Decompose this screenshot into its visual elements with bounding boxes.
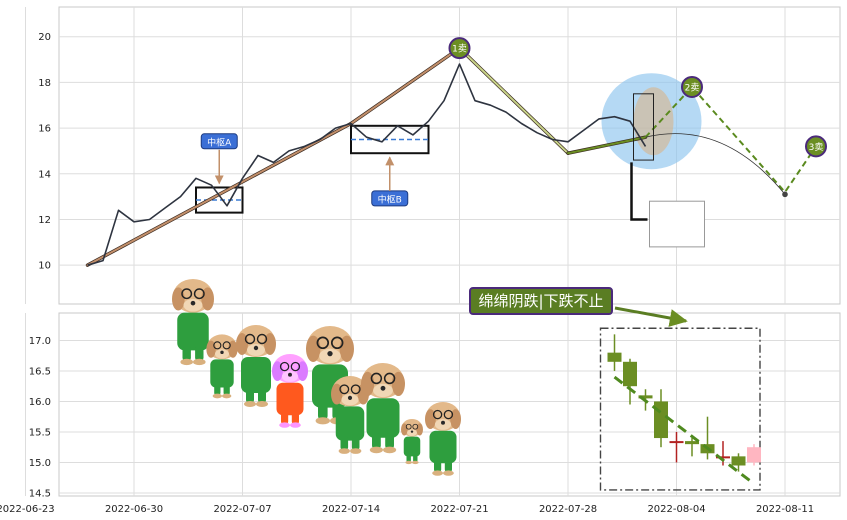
candle-body	[654, 401, 668, 439]
x-tick-label: 2022-07-21	[430, 504, 488, 515]
projection-curve	[645, 133, 786, 195]
lower-y-tick-label: 16.5	[29, 366, 51, 377]
price-line	[87, 63, 647, 266]
pivot-label-text: 中枢A	[207, 136, 232, 148]
x-tick-label: 2022-08-04	[647, 504, 705, 515]
x-tick-label: 2022-07-14	[322, 504, 380, 515]
x-tick-label: 2022-06-30	[105, 504, 163, 515]
x-tick-label: 2022-07-28	[539, 504, 597, 515]
stroke-segment	[350, 47, 461, 125]
candle-frame	[599, 327, 761, 491]
stroke-segment	[458, 47, 569, 155]
candle-trend-line	[613, 375, 755, 485]
lower-y-tick-label: 15.0	[29, 458, 51, 469]
pivot-label-text: 中枢B	[378, 193, 402, 205]
upper-y-tick-labels: 10 12 14 16 18 20	[38, 32, 51, 271]
signal-marker	[448, 37, 471, 60]
signal-label: 3卖	[809, 142, 824, 153]
annotation-callout: 绵绵阴跌|下跌不止	[469, 287, 688, 327]
candle-body	[685, 441, 699, 445]
lower-y-tick-labels: 14.5 15.0 15.5 16.0 16.5 17.0	[29, 336, 51, 500]
signal-marker	[681, 75, 703, 98]
candle-body	[731, 456, 746, 466]
signal-marker	[805, 135, 827, 158]
lower-y-tick-label: 17.0	[29, 336, 51, 347]
upper-grid	[25, 7, 840, 304]
lower-y-tick-label: 14.5	[29, 488, 51, 499]
lower-grid	[25, 313, 840, 496]
forecast-path	[644, 85, 817, 194]
annotation-arrow	[614, 306, 688, 327]
lower-y-tick-label: 16.0	[29, 397, 51, 408]
signal-label: 1卖	[452, 44, 467, 55]
upper-y-tick-label: 16	[38, 124, 51, 135]
upper-y-tick-label: 20	[38, 32, 51, 43]
zoom-connector	[630, 162, 648, 221]
candle-body	[716, 456, 730, 459]
upper-plot-area: 中枢A 中枢B 1卖 2卖 3卖	[85, 37, 827, 267]
candle-body	[747, 447, 761, 463]
annotation-text: 绵绵阴跌|下跌不止	[478, 292, 603, 310]
upper-y-tick-label: 14	[38, 169, 51, 180]
signal-label: 2卖	[685, 82, 700, 93]
candle-body	[607, 352, 622, 362]
candle-body	[623, 361, 637, 387]
x-tick-label: 2022-08-11	[756, 504, 814, 515]
x-tick-label: 2022-07-07	[213, 504, 271, 515]
lower-plot-area	[599, 327, 761, 491]
zoom-frame	[633, 93, 654, 161]
x-tick-labels: 2022-06-23 2022-06-30 2022-07-07 2022-07-14…	[0, 504, 814, 515]
upper-y-tick-label: 10	[38, 261, 51, 272]
zoom-thumbnail	[649, 200, 705, 248]
target-point	[782, 191, 788, 198]
x-tick-label: 2022-06-23	[0, 504, 55, 515]
candle-body	[669, 441, 684, 444]
stroke-segment	[567, 136, 647, 155]
candle-body	[638, 395, 653, 399]
upper-y-tick-label: 12	[38, 215, 51, 226]
pivot-label-box	[200, 133, 238, 150]
annotation-box	[469, 287, 613, 315]
lower-y-tick-label: 15.5	[29, 427, 51, 438]
upper-y-tick-label: 18	[38, 78, 51, 89]
